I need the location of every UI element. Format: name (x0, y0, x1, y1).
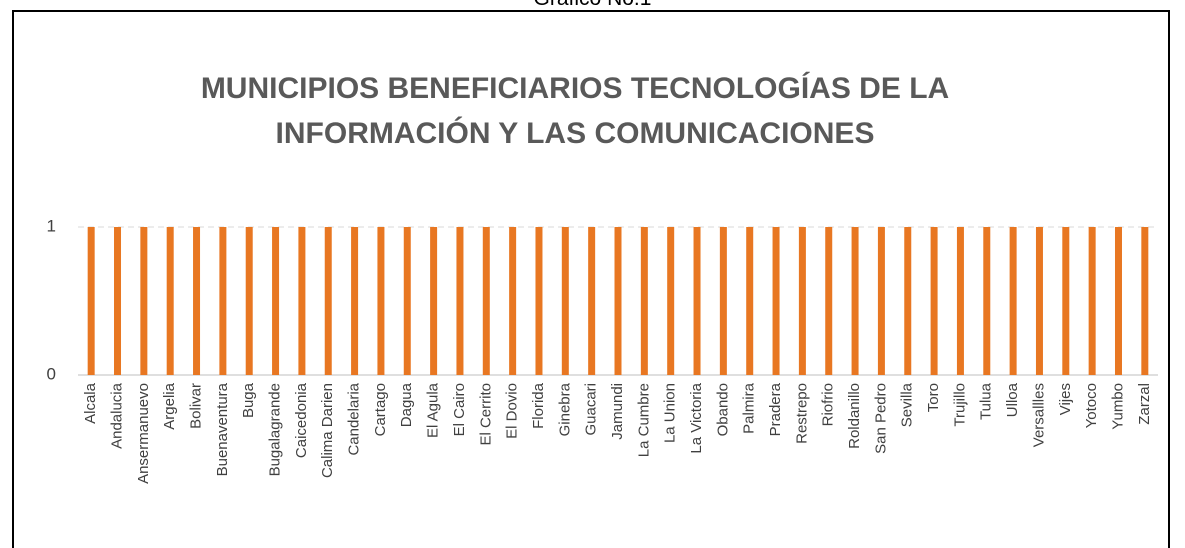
x-tick-label: Pradera (767, 382, 784, 436)
x-tick-label: Riofrio (820, 383, 837, 426)
bar (298, 227, 306, 375)
x-tick-label: Florida (530, 382, 547, 429)
x-tick-label: La Cumbre (635, 383, 652, 457)
x-tick-label: Versallles (1030, 383, 1047, 447)
bar (482, 227, 490, 375)
bar (904, 227, 912, 375)
bar (377, 227, 385, 375)
bar (719, 227, 727, 375)
bar (956, 227, 964, 375)
bar (509, 227, 517, 375)
x-tick-label: El Agula (425, 382, 442, 438)
x-tick-label: Jamundi (609, 383, 626, 440)
bar (114, 227, 122, 375)
x-tick-label: Sevilla (899, 382, 916, 427)
x-tick-label: Argelia (161, 382, 178, 429)
bar (1088, 227, 1096, 375)
x-tick-label: Zarzal (1136, 383, 1153, 425)
x-tick-label: Toro (925, 383, 942, 412)
chart-frame (12, 10, 1170, 548)
x-tick-label: Ansermanuevo (135, 383, 152, 484)
x-tick-label: Alcala (82, 382, 99, 424)
y-tick-label: 0 (47, 364, 56, 383)
bar (351, 227, 359, 375)
bar (140, 227, 148, 375)
bar (561, 227, 569, 375)
x-tick-label: Roldanillo (846, 383, 863, 449)
bar (245, 227, 253, 375)
x-tick-label: Andalucia (108, 382, 125, 449)
bar (693, 227, 701, 375)
bar (640, 227, 648, 375)
bar (877, 227, 885, 375)
chart-title: MUNICIPIOS BENEFICIARIOS TECNOLOGÍAS DE … (200, 72, 950, 150)
x-tick-label: El Dovio (504, 383, 521, 439)
bar (772, 227, 780, 375)
x-tick-label: Caicedonia (293, 382, 310, 458)
x-tick-label: Candelaria (346, 382, 363, 455)
bar (1062, 227, 1070, 375)
x-tick-label: Trujillo (951, 383, 968, 427)
bar (430, 227, 438, 375)
x-tick-label: El Cerrito (477, 383, 494, 446)
bar (87, 227, 95, 375)
bar (851, 227, 859, 375)
x-tick-label: Bugalagrande (267, 383, 284, 476)
x-tick-label: Obando (714, 383, 731, 436)
bar (219, 227, 227, 375)
bar (193, 227, 201, 375)
x-tick-label: Buenaventura (214, 382, 231, 476)
x-tick-label: Guacari (583, 383, 600, 436)
y-tick-label: 1 (47, 216, 56, 235)
x-tick-label: La Victoria (688, 382, 705, 453)
bar (403, 227, 411, 375)
bar (798, 227, 806, 375)
x-tick-label: Yumbo (1109, 383, 1126, 430)
bar (746, 227, 754, 375)
bar (535, 227, 543, 375)
caption: Gráfico No.1 (0, 0, 1185, 11)
bar (1141, 227, 1149, 375)
x-tick-label: La Union (662, 383, 679, 443)
bar (614, 227, 622, 375)
bar (667, 227, 675, 375)
bar (588, 227, 596, 375)
bar (825, 227, 833, 375)
bar (1114, 227, 1122, 375)
bar (983, 227, 991, 375)
x-tick-label: Dagua (398, 382, 415, 427)
bar (456, 227, 464, 375)
x-tick-label: Buga (240, 382, 257, 418)
bar (166, 227, 174, 375)
x-tick-label: Ginebra (556, 382, 573, 436)
x-tick-label: El Cairo (451, 383, 468, 436)
x-tick-label: Ulloa (1004, 382, 1021, 417)
bar (1035, 227, 1043, 375)
x-tick-label: Cartago (372, 383, 389, 436)
x-tick-label: Restrepo (793, 383, 810, 444)
x-tick-label: Yotoco (1083, 383, 1100, 428)
x-tick-label: San Pedro (872, 383, 889, 454)
x-tick-label: Vijes (1057, 383, 1074, 415)
x-tick-label: Bolivar (188, 383, 205, 429)
bar (324, 227, 332, 375)
x-tick-label: Palmira (741, 382, 758, 434)
bar (1009, 227, 1017, 375)
x-tick-label: Calima Darien (319, 383, 336, 478)
x-tick-label: Tulua (978, 382, 995, 420)
bar (272, 227, 280, 375)
bar (930, 227, 938, 375)
